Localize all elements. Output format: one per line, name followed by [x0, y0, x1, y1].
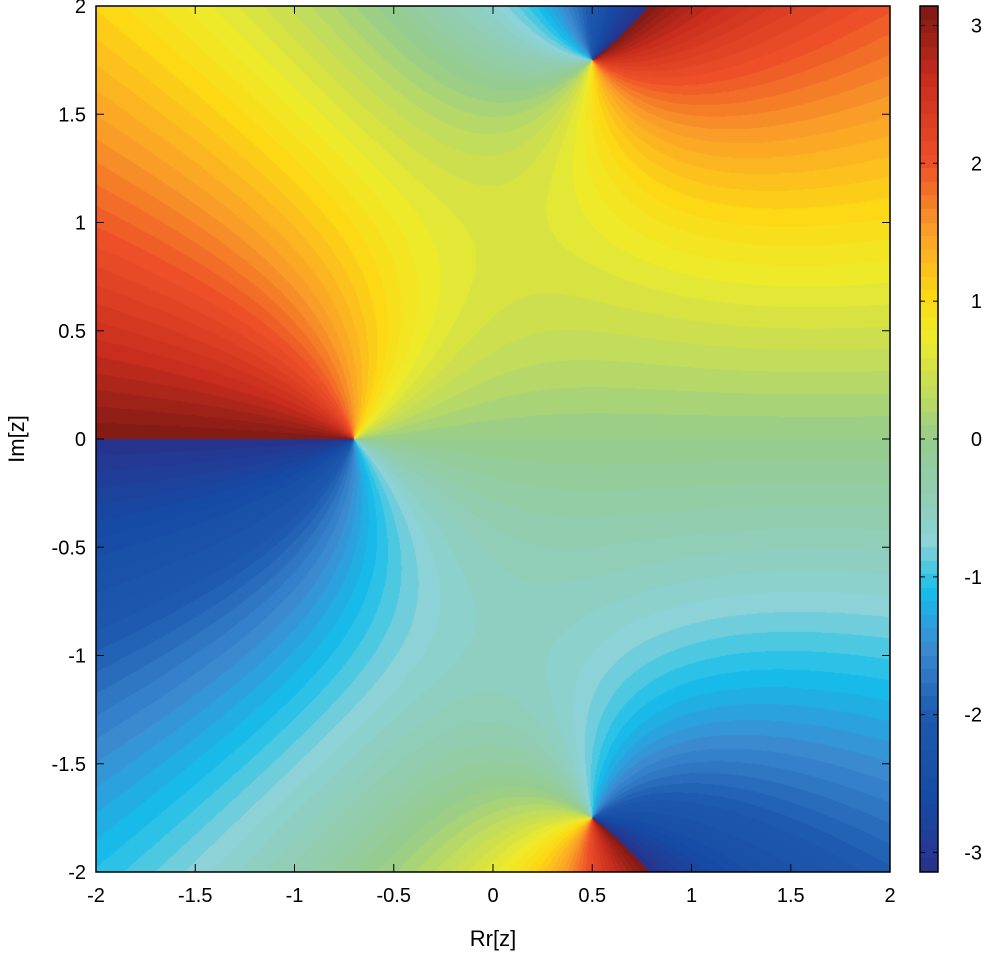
colorbar-ticks: 3 2 1 0 -1 -2 -3 [920, 16, 982, 864]
colorbar-gradient [920, 6, 938, 872]
x-axis-label: Rr[z] [470, 926, 516, 951]
y-tick-label: 1 [75, 213, 86, 235]
phase-heatmap [96, 6, 890, 872]
y-tick-label: -1.5 [52, 754, 86, 776]
y-tick-label: -2 [68, 862, 86, 884]
colorbar-tick-label: -3 [964, 842, 982, 864]
x-tick-label: -1.5 [178, 885, 212, 907]
x-axis-ticks: -2 -1.5 -1 -0.5 0 0.5 1 1.5 2 [87, 6, 896, 907]
x-tick-label: 1 [686, 885, 697, 907]
x-tick-label: 1.5 [777, 885, 805, 907]
colorbar-tick-label: 1 [971, 291, 982, 313]
colorbar-tick-label: 3 [971, 16, 982, 38]
colorbar-tick-label: 2 [971, 153, 982, 175]
x-tick-label: -0.5 [377, 885, 411, 907]
y-tick-label: 0.5 [58, 321, 86, 343]
plot-frame [95, 5, 891, 873]
y-axis-label: Im[z] [4, 415, 29, 463]
x-tick-label: 2 [884, 885, 895, 907]
colorbar-tick-label: 0 [971, 429, 982, 451]
x-tick-label: 0.5 [578, 885, 606, 907]
x-tick-label: 0 [487, 885, 498, 907]
colorbar-tick-label: -1 [964, 567, 982, 589]
y-tick-label: -0.5 [52, 537, 86, 559]
x-tick-label: -1 [286, 885, 304, 907]
x-tick-label: -2 [87, 885, 105, 907]
y-tick-label: -1 [68, 646, 86, 668]
y-axis-ticks: 2 1.5 1 0.5 0 -0.5 -1 -1.5 -2 [52, 0, 890, 884]
colorbar-tick-label: -2 [964, 705, 982, 727]
y-tick-label: 1.5 [58, 104, 86, 126]
y-tick-label: 0 [75, 429, 86, 451]
y-tick-label: 2 [75, 0, 86, 18]
